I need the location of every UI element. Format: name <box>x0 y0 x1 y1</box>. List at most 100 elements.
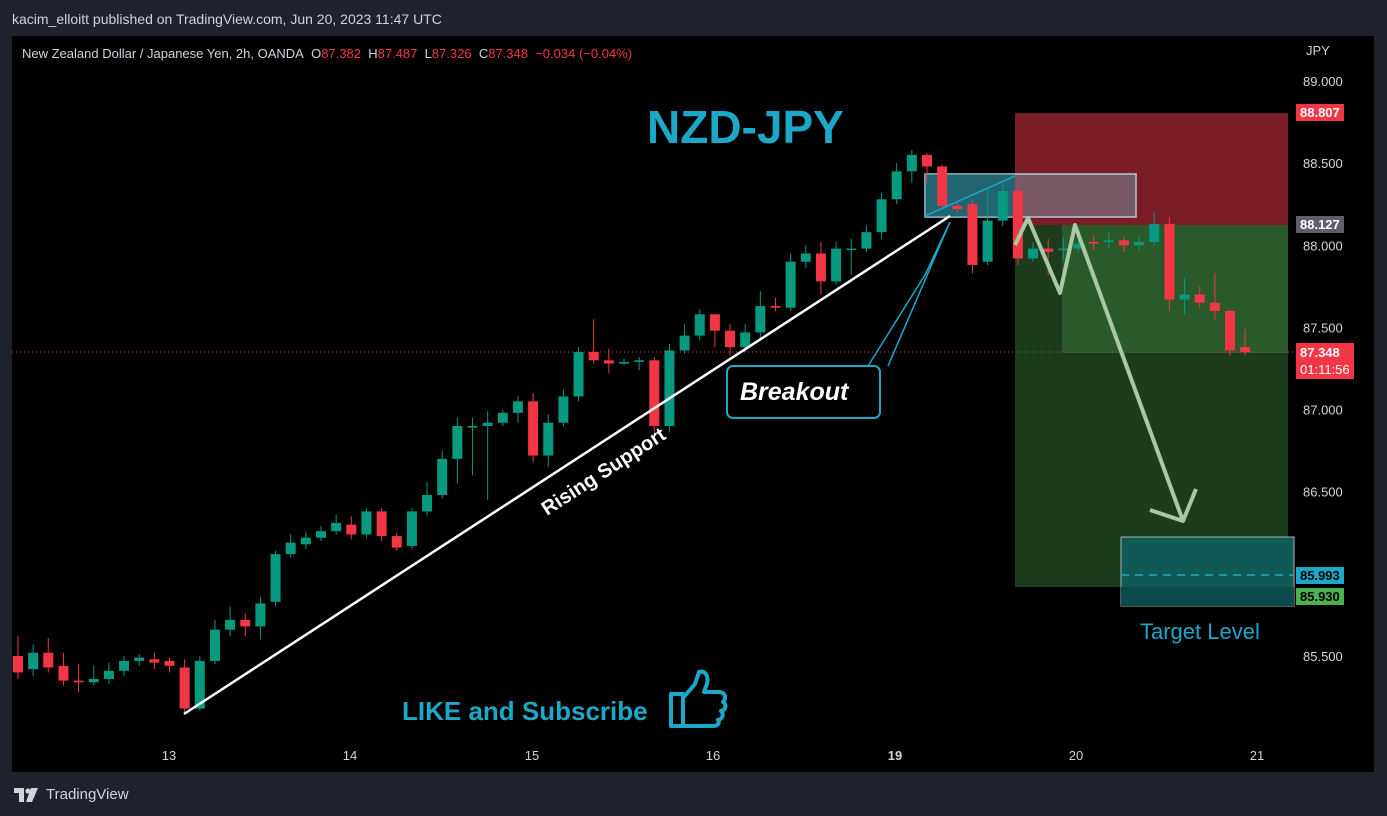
candle-body <box>119 660 130 671</box>
candle-body <box>922 154 932 167</box>
candle-body <box>497 412 508 423</box>
x-tick-label: 16 <box>706 748 720 763</box>
candle-body <box>1028 248 1039 259</box>
candle-body <box>528 401 539 456</box>
projection-path <box>1013 216 1185 522</box>
candle-body <box>422 495 433 512</box>
target-level-label: Target Level <box>1140 619 1260 644</box>
candle-body <box>664 350 675 426</box>
candle-body <box>240 619 251 627</box>
candle-body <box>603 360 614 364</box>
candle-body <box>361 511 372 535</box>
candle-body <box>1194 294 1205 303</box>
close-label: C <box>478 46 489 61</box>
candle-body <box>725 330 736 348</box>
low-value: 87.326 <box>431 46 472 61</box>
candle-body <box>558 396 569 423</box>
candle-body <box>58 665 69 681</box>
candle-body <box>13 656 23 673</box>
y-tick-label: 86.500 <box>1303 485 1343 500</box>
candle-body <box>300 537 311 545</box>
x-tick-label: 19 <box>888 748 902 763</box>
entry-price-tag: 88.127 <box>1296 216 1344 233</box>
candle-body <box>1134 242 1145 246</box>
breakout-pointer <box>867 221 951 367</box>
candle-body <box>1012 191 1023 259</box>
candle-body <box>1179 294 1190 300</box>
candle-body <box>149 659 160 663</box>
candle-body <box>88 679 99 683</box>
candle-body <box>194 660 205 709</box>
candle-body <box>982 220 993 262</box>
y-tick-label: 87.000 <box>1303 403 1343 418</box>
candle-body <box>134 657 145 661</box>
x-tick-label: 15 <box>525 748 539 763</box>
candle-body <box>694 314 705 336</box>
axis-currency: JPY <box>1306 43 1330 58</box>
footer-bar: TradingView <box>0 772 1387 816</box>
target2-price-tag: 85.930 <box>1296 588 1344 605</box>
current-price-tag: 87.348 01:11:56 <box>1296 343 1354 379</box>
candle-body <box>316 531 326 538</box>
candle-body <box>649 360 660 426</box>
open-value: 87.382 <box>321 46 361 61</box>
candle-body <box>1043 248 1054 252</box>
candle-body <box>285 542 296 555</box>
candle-body <box>1073 243 1084 249</box>
y-tick-label: 88.500 <box>1303 156 1343 171</box>
trade-zones <box>924 113 1295 607</box>
breakout-pointer-right <box>924 175 1016 217</box>
drawings <box>183 175 1198 716</box>
high-label: H <box>368 46 378 61</box>
stop-loss-zone <box>1015 113 1288 225</box>
candle-body <box>225 619 236 630</box>
x-tick-label: 13 <box>162 748 176 763</box>
header-bar: kacim_elloitt published on TradingView.c… <box>0 0 1387 36</box>
like-subscribe-label: LIKE and Subscribe <box>402 696 648 726</box>
candle-body <box>467 426 478 428</box>
current-price-value: 87.348 <box>1300 345 1340 360</box>
y-tick-label: 85.500 <box>1303 649 1343 664</box>
candle-body <box>512 401 523 413</box>
candle-body <box>543 422 554 456</box>
thumbs-up-icon <box>669 669 728 728</box>
candle-body <box>967 204 978 265</box>
symbol-name: New Zealand Dollar / Japanese Yen, 2h, O… <box>22 46 304 61</box>
candle-body <box>1225 311 1235 351</box>
candle-body <box>740 332 751 348</box>
target-box-lower <box>1121 587 1294 606</box>
candle-body <box>815 253 826 282</box>
candle-body <box>906 154 917 172</box>
projection-arrowhead <box>1149 488 1198 523</box>
change-value: −0.034 (−0.04%) <box>535 46 633 61</box>
candle-body <box>800 253 811 262</box>
candle-body <box>861 232 872 249</box>
candle-body <box>482 422 493 426</box>
publish-line: kacim_elloitt published on TradingView.c… <box>12 11 442 27</box>
candle-body <box>255 603 266 627</box>
candle-body <box>179 667 190 709</box>
open-label: O <box>311 46 322 61</box>
candle-body <box>1058 248 1069 251</box>
candle-body <box>452 426 463 459</box>
candle-body <box>346 524 357 535</box>
stop-price-tag: 88.807 <box>1296 104 1344 121</box>
breakout-box <box>924 173 1137 218</box>
time-axis[interactable]: 13 14 15 16 19 20 21 <box>162 748 1264 763</box>
candle-body <box>997 191 1008 221</box>
candle-body <box>937 166 948 206</box>
candle-body <box>1240 347 1251 353</box>
breakout-label-box <box>726 365 881 419</box>
candle-body <box>573 352 584 397</box>
candle-body <box>619 361 629 364</box>
low-label: L <box>424 46 432 61</box>
y-tick-label: 88.000 <box>1303 238 1343 253</box>
candle-body <box>437 458 448 495</box>
profit-zone-upper <box>1062 225 1288 353</box>
x-tick-label: 20 <box>1069 748 1083 763</box>
brand-name: TradingView <box>46 786 129 803</box>
candles <box>13 150 1251 714</box>
tradingview-logo[interactable]: TradingView <box>14 786 129 803</box>
chart-title: NZD-JPY <box>647 101 844 153</box>
